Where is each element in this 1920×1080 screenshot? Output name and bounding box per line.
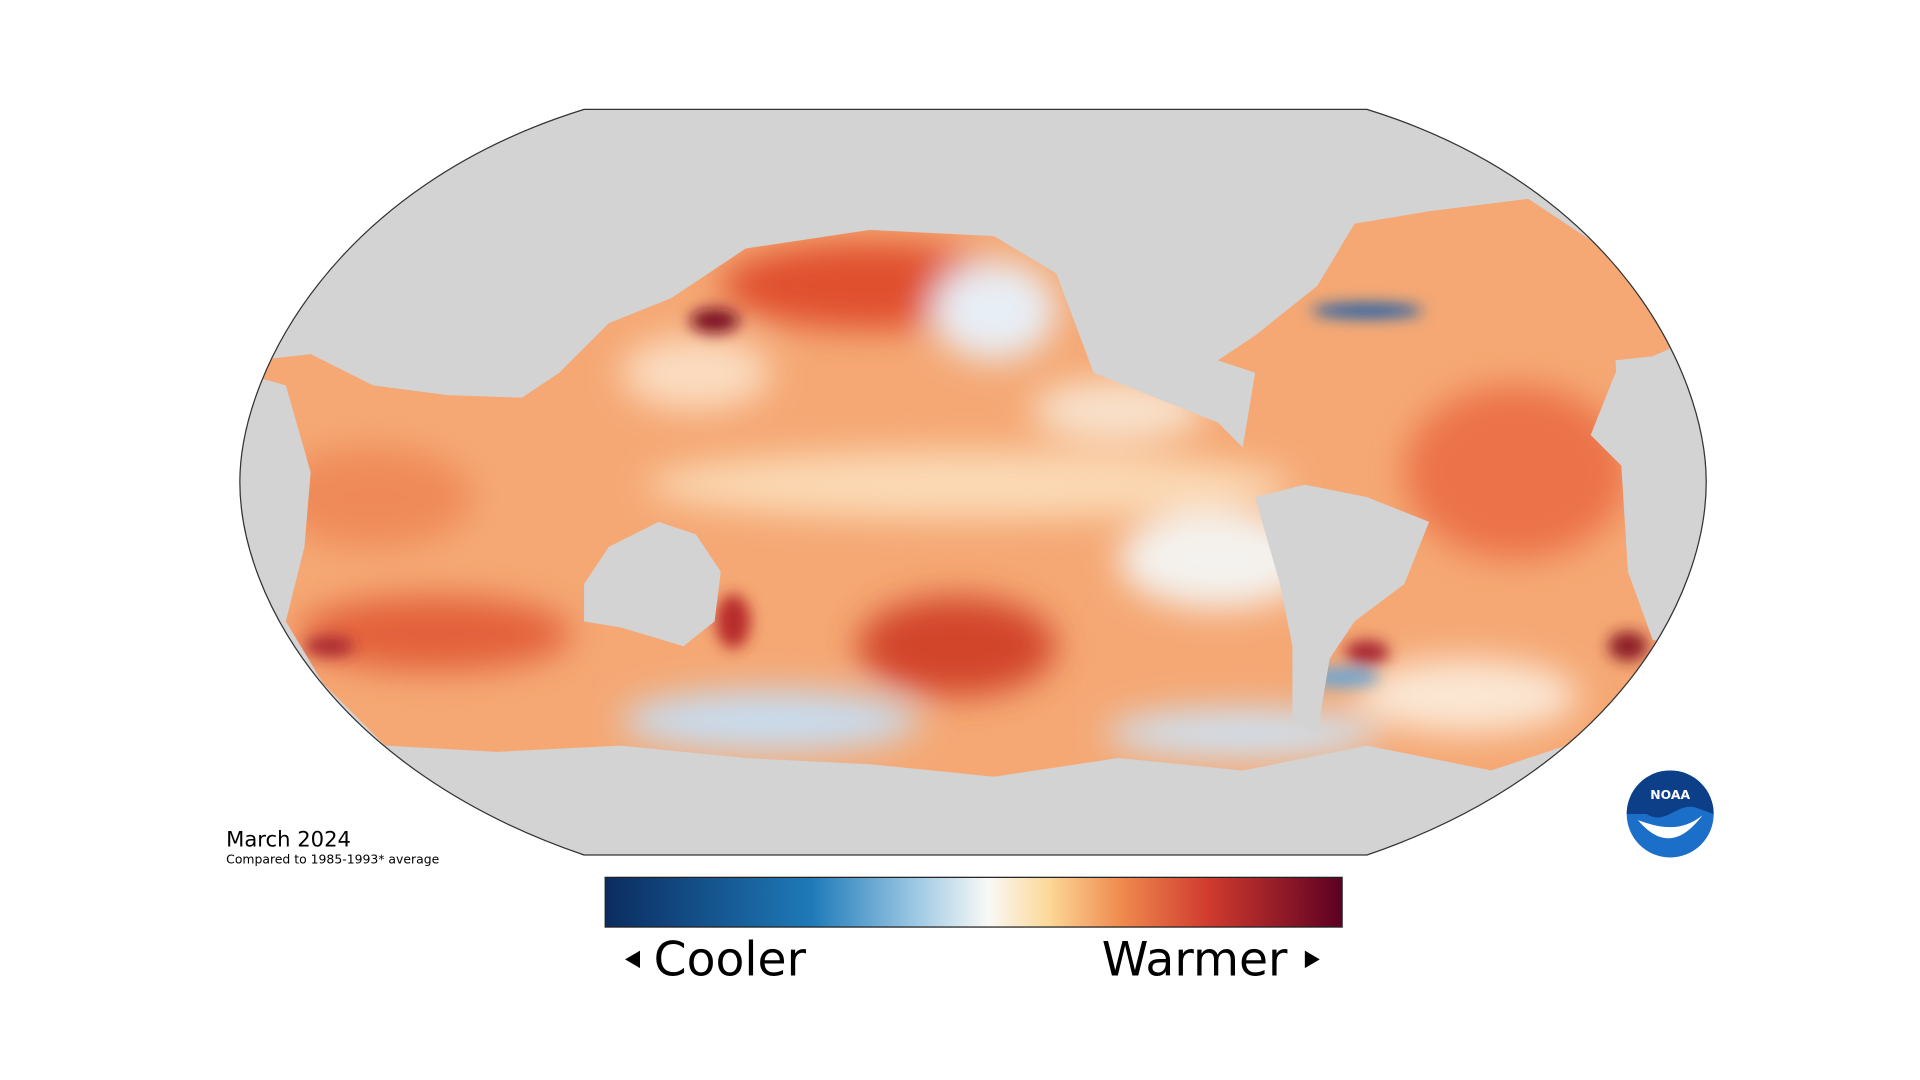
date-label: March 2024 xyxy=(226,826,351,851)
warmer-label: Warmer xyxy=(1102,933,1288,988)
cooler-label: Cooler xyxy=(654,933,807,988)
africa-east xyxy=(239,372,311,622)
cooler-arrow xyxy=(625,950,640,969)
map: March 2024 Compared to 1985-1993* averag… xyxy=(226,108,1714,988)
baseline-note: Compared to 1985-1993* average xyxy=(226,852,439,867)
map-outline xyxy=(239,108,1707,856)
logo-text: NOAA xyxy=(1650,787,1690,802)
color-bar xyxy=(604,876,1343,928)
warmer-arrow xyxy=(1304,950,1320,969)
africa xyxy=(1615,354,1707,647)
australia xyxy=(584,521,721,647)
south-america xyxy=(1255,484,1430,734)
noaa-logo: NOAA xyxy=(1626,770,1714,858)
